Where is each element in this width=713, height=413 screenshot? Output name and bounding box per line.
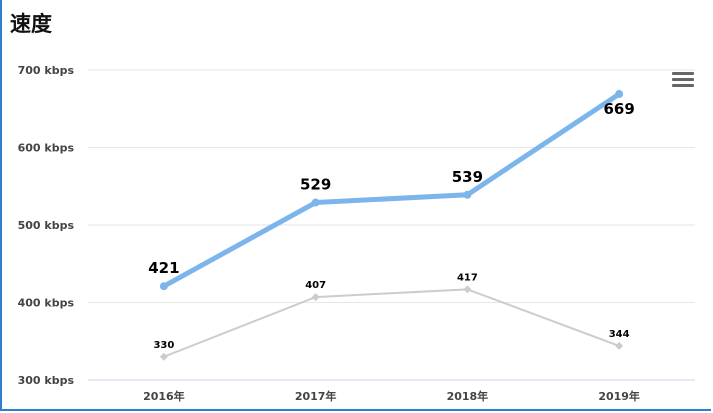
x-tick-label: 2019年 — [598, 389, 640, 403]
series-2-point — [159, 352, 168, 361]
chart-title: 速度 — [10, 12, 52, 36]
x-tick-label: 2018年 — [447, 389, 489, 403]
series-1-point — [463, 190, 472, 199]
series-1-data-label: 669 — [603, 100, 634, 118]
series-2-data-label: 417 — [457, 272, 478, 283]
series-2-point — [311, 293, 320, 302]
y-tick-label: 700 kbps — [18, 64, 75, 77]
y-tick-label: 400 kbps — [18, 297, 75, 310]
x-tick-label: 2017年 — [295, 389, 337, 403]
series-1-data-label: 421 — [148, 259, 179, 277]
y-tick-label: 500 kbps — [18, 219, 75, 232]
series-1-point — [311, 198, 320, 207]
series-1-point — [615, 90, 624, 99]
series-1-line — [162, 91, 621, 289]
series-2-point — [463, 285, 472, 294]
y-tick-label: 600 kbps — [18, 142, 75, 155]
series-2-line — [163, 288, 620, 358]
series-1-point — [159, 282, 168, 291]
series-1-data-label: 539 — [452, 168, 483, 186]
series-1-data-label: 529 — [300, 176, 331, 194]
series-2-data-label: 330 — [153, 340, 174, 351]
y-tick-label: 300 kbps — [18, 374, 75, 387]
series-2-point — [615, 341, 624, 350]
series-2-data-label: 344 — [609, 329, 630, 340]
series-2-data-label: 407 — [305, 280, 326, 291]
hamburger-menu-icon[interactable] — [672, 72, 694, 90]
x-tick-label: 2016年 — [143, 389, 185, 403]
